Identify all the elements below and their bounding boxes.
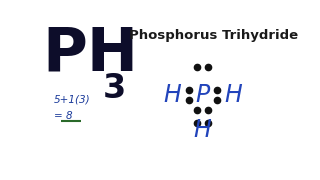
Text: H: H xyxy=(225,83,242,107)
Text: PH: PH xyxy=(43,25,139,84)
Text: Phosphorus Trihydride: Phosphorus Trihydride xyxy=(129,28,298,42)
Text: = 8: = 8 xyxy=(54,111,72,121)
Text: 3: 3 xyxy=(103,72,126,105)
Text: P: P xyxy=(195,83,210,107)
Text: H: H xyxy=(164,83,181,107)
Text: H: H xyxy=(194,118,211,142)
Text: 5+1(3): 5+1(3) xyxy=(54,95,90,105)
